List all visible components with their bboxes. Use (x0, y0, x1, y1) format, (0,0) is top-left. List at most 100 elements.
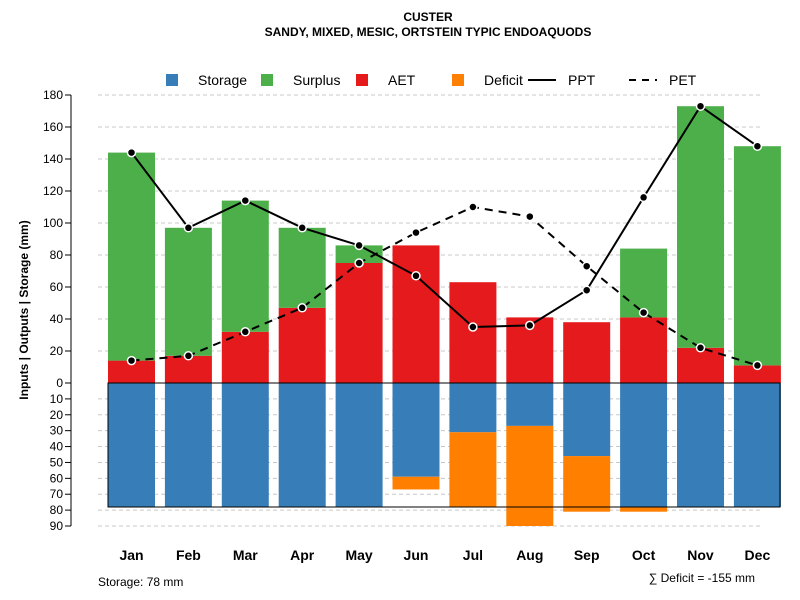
pet-line-point (638, 307, 649, 318)
lines (126, 101, 763, 371)
storage-box (107, 382, 781, 508)
pet-line-point (240, 327, 251, 337)
bar-surplus (164, 227, 212, 356)
bar-aet (221, 331, 269, 383)
legend-swatch (356, 74, 368, 86)
storage-label: Storage: 78 mm (98, 575, 183, 589)
y-tick-label: 80 (50, 503, 64, 517)
y-tick-label: 140 (43, 152, 63, 166)
bar-surplus (620, 248, 668, 318)
x-tick-label: Dec (745, 547, 771, 563)
legend-label: Storage (198, 72, 247, 88)
bar-storage (733, 383, 781, 507)
y-tick-label: 20 (50, 408, 64, 422)
pet-line-point (468, 202, 478, 212)
axes: 0204060801001201401601801020304050607080… (43, 88, 781, 563)
legend-label: Deficit (484, 72, 523, 88)
y-tick-label: 0 (56, 376, 63, 390)
legend-swatch (452, 74, 464, 86)
pet-line-point (581, 261, 592, 271)
x-tick-label: May (345, 547, 372, 563)
ppt-line-point (525, 320, 535, 331)
ppt-line-point (354, 240, 364, 251)
ppt-line-point (411, 271, 421, 281)
x-tick-label: Jul (463, 547, 483, 563)
x-tick-label: Apr (290, 547, 315, 563)
legend-label: PET (669, 72, 697, 88)
y-tick-label: 20 (50, 344, 64, 358)
bar-deficit (449, 432, 497, 507)
y-tick-label: 30 (50, 424, 64, 438)
ppt-line-point (638, 192, 649, 203)
y-tick-label: 70 (50, 487, 64, 501)
bar-storage (563, 383, 611, 457)
x-tick-label: Mar (233, 547, 258, 563)
pet-line-point (695, 343, 706, 353)
x-tick-label: Jun (404, 547, 429, 563)
bar-deficit (620, 506, 668, 512)
bar-aet (677, 347, 724, 383)
y-tick-label: 90 (50, 519, 64, 533)
y-tick-label: 60 (50, 280, 64, 294)
x-tick-label: Sep (574, 547, 600, 563)
bar-storage (620, 383, 668, 507)
bar-aet (449, 282, 497, 383)
x-tick-label: Aug (516, 547, 543, 563)
bar-surplus (221, 200, 269, 332)
y-tick-label: 100 (43, 216, 63, 230)
bar-storage (392, 383, 440, 477)
bar-storage (108, 383, 155, 507)
y-tick-label: 40 (50, 312, 64, 326)
pet-line-point (297, 303, 307, 313)
chart-subtitle: SANDY, MIXED, MESIC, ORTSTEIN TYPIC ENDO… (265, 25, 592, 39)
deficit-total-label: ∑ Deficit = -155 mm (649, 571, 755, 585)
pet-line-point (126, 355, 137, 366)
y-tick-label: 80 (50, 248, 64, 262)
ppt-line-point (126, 147, 137, 158)
ppt-line-point (581, 285, 592, 295)
legend-label: AET (388, 72, 416, 88)
bar-storage (335, 383, 383, 507)
ppt-line-point (752, 141, 763, 151)
x-tick-label: Feb (176, 547, 201, 563)
y-tick-label: 50 (50, 455, 64, 469)
ppt-line-point (695, 101, 706, 111)
x-tick-label: Oct (632, 547, 656, 563)
pet-line-point (354, 258, 364, 268)
x-tick-label: Nov (687, 547, 714, 563)
bar-aet (335, 263, 383, 383)
bar-storage (677, 383, 724, 507)
legend-swatch (261, 74, 273, 86)
legend-swatch (166, 74, 178, 86)
x-tick-label: Jan (119, 547, 143, 563)
ppt-line-point (240, 195, 251, 206)
bar-aet (733, 365, 781, 383)
ppt-line (130, 104, 758, 329)
pet-line-point (411, 227, 421, 238)
bar-deficit (392, 476, 440, 490)
bar-surplus (335, 245, 383, 263)
pet-line-point (183, 351, 194, 361)
y-tick-label: 120 (43, 184, 63, 198)
y-tick-label: 10 (50, 392, 64, 406)
bar-surplus (733, 146, 781, 366)
bar-storage (506, 383, 554, 426)
bars (108, 106, 781, 526)
ppt-line-point (183, 223, 194, 233)
legend-label: Surplus (293, 72, 340, 88)
bar-storage (221, 383, 269, 507)
bar-aet (278, 307, 326, 383)
bar-aet (620, 317, 668, 383)
bar-storage (164, 383, 212, 507)
bar-deficit (506, 425, 554, 526)
chart-title: CUSTER (403, 10, 453, 24)
pet-line-point (752, 360, 763, 371)
bar-storage (449, 383, 497, 433)
y-tick-label: 60 (50, 471, 64, 485)
y-tick-label: 40 (50, 440, 64, 454)
ppt-line-point (297, 223, 307, 233)
legend-label: PPT (568, 72, 596, 88)
bar-surplus (677, 106, 724, 348)
bar-surplus (108, 152, 155, 361)
